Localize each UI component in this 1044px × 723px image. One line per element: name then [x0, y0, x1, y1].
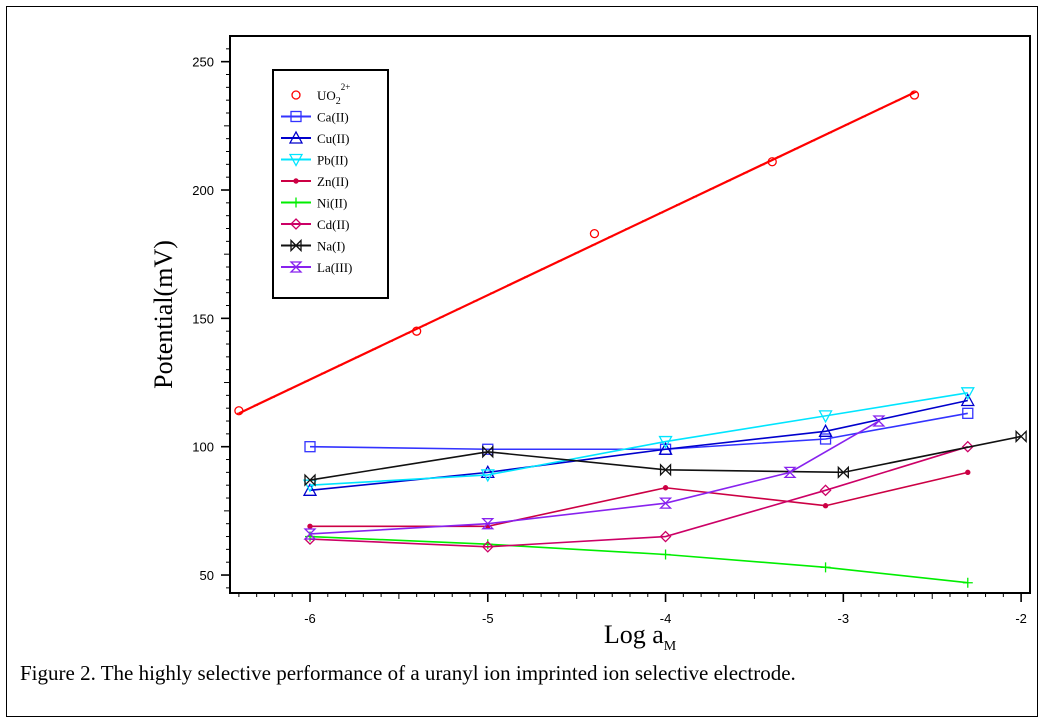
legend-entry: Ni(II)	[281, 196, 347, 211]
series-ni-ii	[305, 531, 973, 588]
legend-label: Zn(II)	[317, 174, 349, 189]
series-line	[309, 391, 968, 486]
data-point	[303, 528, 317, 540]
data-point	[662, 485, 669, 491]
data-point	[659, 463, 672, 477]
x-tick-label: -3	[838, 611, 850, 626]
legend-marker	[290, 218, 302, 230]
data-point	[909, 90, 920, 100]
y-tick-label: 100	[192, 440, 214, 455]
legend-label: Na(I)	[317, 239, 345, 254]
legend-label: Cu(II)	[317, 131, 350, 146]
data-point	[658, 497, 673, 509]
data-point	[960, 393, 975, 407]
x-tick-label: -6	[304, 611, 316, 626]
legend-marker	[293, 178, 299, 184]
y-tick-label: 50	[200, 568, 214, 583]
data-point	[304, 473, 316, 487]
series-na-i	[304, 429, 1027, 487]
data-point	[658, 435, 673, 449]
legend-marker	[289, 261, 303, 273]
series-cd-ii	[304, 440, 974, 553]
legend-label: Ni(II)	[317, 196, 347, 211]
data-point	[658, 441, 673, 455]
figure-frame	[6, 6, 1038, 717]
legend-marker	[291, 197, 301, 208]
legend-entry: Ca(II)	[281, 110, 349, 125]
axes: -6 -5 -4 -3 -2 50 100 150 200 250 Log aM Potential(…	[149, 35, 1031, 654]
data-point	[660, 549, 671, 560]
x-axis-title: Log aM	[604, 620, 677, 654]
data-point	[961, 440, 974, 453]
series-line	[309, 445, 969, 548]
y-axis-title: Potential(mV)	[149, 240, 178, 389]
data-point	[872, 415, 886, 427]
data-point	[659, 530, 672, 543]
data-point	[302, 482, 318, 496]
series-line	[309, 412, 968, 451]
data-point	[481, 540, 494, 553]
legend-marker	[290, 238, 302, 253]
legend-marker	[290, 110, 302, 123]
data-point	[819, 484, 832, 497]
legend-entry: Cu(II)	[281, 130, 350, 146]
data-point	[767, 157, 777, 167]
data-point	[822, 503, 829, 509]
legend-marker	[288, 153, 304, 167]
data-point	[962, 407, 974, 419]
figure-caption: Figure 2. The highly selective performan…	[20, 661, 796, 685]
legend-marker	[291, 90, 301, 100]
legend-label: UO22+	[317, 82, 350, 107]
legend-label: Pb(II)	[317, 153, 348, 168]
legend-box	[272, 69, 389, 299]
data-point	[304, 441, 316, 453]
data-point	[480, 465, 495, 479]
legend-label: Ca(II)	[317, 110, 349, 125]
data-point	[234, 406, 244, 416]
data-point	[960, 387, 975, 401]
x-tick-label: -5	[482, 611, 494, 626]
uranyl-selectivity-chart: -6 -5 -4 -3 -2 50 100 150 200 250 Log aM Potential(…	[149, 35, 1031, 654]
x-tick-label: -4	[660, 611, 672, 626]
y-tick-label: 250	[192, 55, 214, 70]
x-tick-label: -2	[1015, 611, 1027, 626]
series-lines	[234, 90, 1027, 588]
y-tick-label: 150	[192, 311, 214, 326]
data-point	[818, 423, 833, 437]
legend-entry: UO22+	[291, 82, 350, 107]
legend-entry: Na(I)	[281, 239, 345, 254]
data-point	[589, 228, 600, 239]
legend-label: Cd(II)	[317, 217, 350, 232]
data-point	[307, 523, 313, 529]
data-point	[818, 410, 833, 424]
data-point	[820, 562, 831, 573]
series-zn-ii	[307, 469, 971, 529]
data-point	[480, 469, 495, 483]
data-point	[482, 445, 494, 459]
legend-entry: Pb(II)	[281, 153, 348, 168]
data-point	[837, 465, 849, 479]
data-point	[819, 433, 832, 445]
series-la-iii	[303, 415, 886, 540]
data-point	[962, 577, 973, 588]
series-pb-ii	[302, 387, 975, 493]
data-point	[1015, 429, 1027, 443]
y-tick-label: 200	[192, 183, 214, 198]
series-uo	[234, 90, 920, 416]
legend-label: La(III)	[317, 260, 352, 275]
legend-marker	[288, 130, 304, 144]
data-point	[783, 466, 797, 479]
legend-entry: Zn(II)	[281, 174, 349, 189]
legend-entry: Cd(II)	[281, 217, 350, 232]
legend-entry: La(III)	[281, 260, 352, 275]
data-point	[412, 326, 422, 336]
legend: UO22+ Ca(II) Cu(II) Pb(II) Zn(II) Ni(II) Cd(II…	[272, 69, 389, 299]
data-point	[965, 469, 971, 476]
data-point	[481, 518, 495, 530]
